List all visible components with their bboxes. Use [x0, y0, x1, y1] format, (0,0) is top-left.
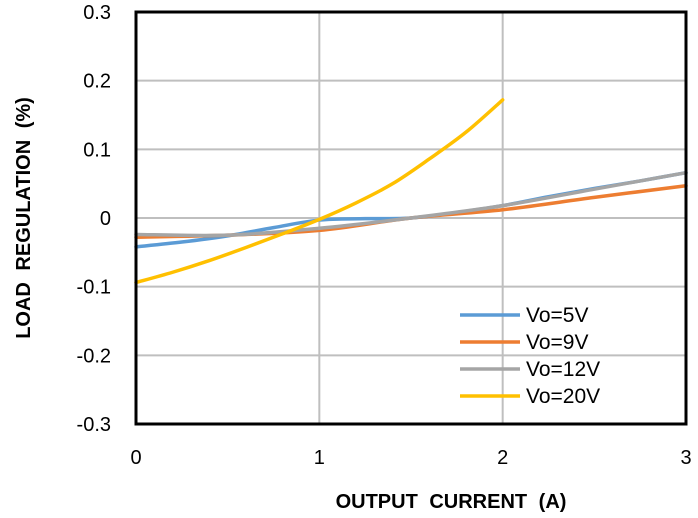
- y-tick-labels: -0.3 -0.2 -0.1 0 0.1 0.2 0.3: [77, 2, 111, 436]
- y-tick-label: 0: [100, 208, 111, 230]
- legend-label: Vo=5V: [526, 304, 588, 327]
- legend-label: Vo=9V: [526, 331, 588, 354]
- series-line-vo-12v: [134, 170, 688, 238]
- legend-label: Vo=20V: [526, 385, 600, 408]
- x-tick-labels: 0 1 2 3: [130, 447, 691, 469]
- y-tick-label: 0.1: [83, 139, 111, 161]
- plot-frame: [134, 10, 688, 426]
- x-axis-title: OUTPUT CURRENT (A): [336, 491, 567, 513]
- y-tick-label: 0.2: [83, 71, 111, 93]
- legend-label: Vo=12V: [526, 358, 600, 381]
- y-tick-label: -0.1: [77, 277, 111, 299]
- x-tick-label: 0: [130, 447, 141, 469]
- x-tick-label: 3: [680, 447, 691, 469]
- series-line-vo-9v: [134, 183, 688, 239]
- y-axis-title: LOAD REGULATION (%): [13, 97, 35, 339]
- y-tick-label: -0.3: [77, 414, 111, 436]
- series-lines: [134, 98, 688, 285]
- y-tick-label: -0.2: [77, 345, 111, 367]
- x-tick-label: 1: [314, 447, 325, 469]
- y-tick-label: 0.3: [83, 2, 111, 24]
- legend: Vo=5V Vo=9V Vo=12V Vo=20V: [460, 304, 600, 408]
- x-tick-label: 2: [497, 447, 508, 469]
- series-line-vo-20v: [134, 98, 505, 285]
